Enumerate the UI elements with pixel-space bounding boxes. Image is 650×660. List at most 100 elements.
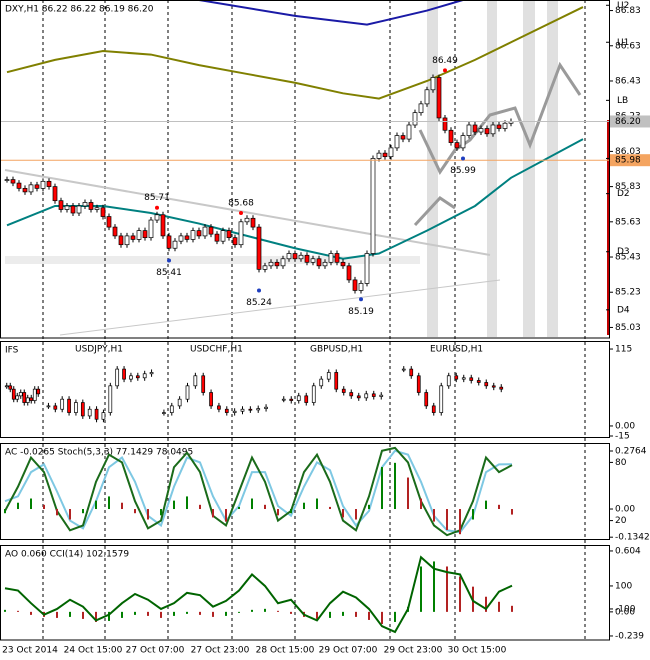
candle — [436, 77, 442, 119]
candle — [472, 124, 478, 133]
main-plot — [1, 1, 609, 294]
candle — [154, 214, 160, 221]
candle — [244, 217, 250, 223]
candle — [388, 147, 394, 158]
y-tick-label: 85.63 — [615, 217, 641, 227]
candle — [256, 408, 261, 411]
candle — [328, 253, 334, 263]
candle — [185, 385, 190, 400]
candle — [70, 205, 76, 214]
y-tick-label: 115 — [615, 345, 632, 355]
candle — [322, 261, 328, 267]
y-tick-label: 86.03 — [615, 147, 641, 157]
candle — [431, 405, 436, 413]
indicator-line — [198, 1, 464, 26]
candle — [280, 258, 286, 267]
candle — [202, 226, 208, 237]
candle — [304, 254, 310, 263]
candle — [484, 128, 490, 135]
pivot-label: D4 — [617, 305, 630, 315]
candle — [340, 261, 346, 267]
candle — [46, 405, 51, 408]
candle — [201, 375, 206, 393]
candle — [442, 117, 448, 131]
extremum-dot — [155, 205, 159, 210]
extremum-dot — [443, 68, 447, 73]
candle — [34, 184, 40, 189]
candle — [130, 235, 136, 240]
candle — [29, 397, 34, 401]
candle — [108, 385, 113, 413]
candle — [460, 135, 466, 149]
candle — [52, 186, 58, 202]
candle — [400, 135, 406, 140]
candle — [454, 142, 460, 149]
candle — [184, 235, 190, 240]
candle — [370, 158, 376, 254]
candle — [292, 253, 298, 260]
candle — [4, 385, 9, 388]
y-tick-label: 0.00 — [615, 505, 635, 515]
candle — [316, 258, 322, 267]
symbol-label: GBPUSD,H1 — [310, 345, 363, 355]
candle — [224, 408, 229, 413]
panel-title: DXY,H1 86.22 86.22 86.19 86.20 — [5, 5, 154, 15]
candle — [469, 377, 474, 381]
y-tick-label: 0.00 — [615, 421, 635, 431]
candle — [409, 368, 414, 377]
candle — [334, 253, 340, 263]
candle — [76, 205, 82, 214]
candle — [10, 179, 16, 184]
y-tick-label: 86.43 — [615, 76, 641, 86]
candle — [401, 368, 406, 371]
extremum-label: 85.71 — [144, 193, 170, 203]
extremum-dot — [359, 297, 363, 302]
candle — [226, 230, 232, 239]
trend-lines — [4, 61, 582, 336]
panel-title: AO 0.060 CCI(14) 102.1579 — [5, 550, 129, 560]
extremum-dot — [239, 211, 243, 216]
pivot-label: D3 — [617, 247, 630, 257]
y-tick-label: 86.63 — [615, 41, 641, 51]
candle — [142, 230, 148, 239]
candle — [162, 412, 166, 414]
y-tick-label: -0.239 — [615, 631, 644, 641]
time-label: 24 Oct 15:00 — [64, 646, 123, 656]
candle — [281, 398, 286, 401]
candle — [40, 180, 46, 189]
candle — [424, 89, 430, 105]
candle — [136, 230, 142, 240]
candle — [446, 375, 451, 387]
candle — [406, 124, 412, 140]
candle — [349, 392, 354, 397]
oscillator-line — [4, 446, 513, 537]
pivot-label: U2 — [617, 1, 629, 11]
candle — [256, 226, 262, 270]
candle — [358, 283, 364, 291]
candle — [172, 240, 178, 249]
candle — [214, 233, 220, 242]
y-tick-label: 85.23 — [615, 288, 641, 298]
y-tick-label: 80 — [615, 458, 627, 468]
candle — [379, 394, 384, 397]
candle — [430, 77, 436, 91]
candle — [208, 226, 214, 235]
panel-title: IFS — [5, 346, 19, 356]
candle — [304, 395, 309, 403]
candle — [394, 135, 400, 149]
y-tick-label: 20 — [615, 516, 627, 526]
panel-frames — [0, 0, 610, 641]
pivot-label: D2 — [617, 189, 630, 199]
candle — [356, 395, 361, 399]
candle — [94, 207, 100, 210]
candle — [334, 372, 339, 390]
candle — [484, 382, 489, 387]
candle — [74, 402, 78, 413]
candle — [346, 265, 352, 281]
extremum-label: 85.24 — [246, 298, 272, 308]
extremum-label: 85.41 — [156, 268, 182, 278]
candle — [100, 207, 106, 217]
candle — [238, 221, 244, 246]
candle — [18, 392, 23, 397]
candle — [499, 386, 504, 390]
